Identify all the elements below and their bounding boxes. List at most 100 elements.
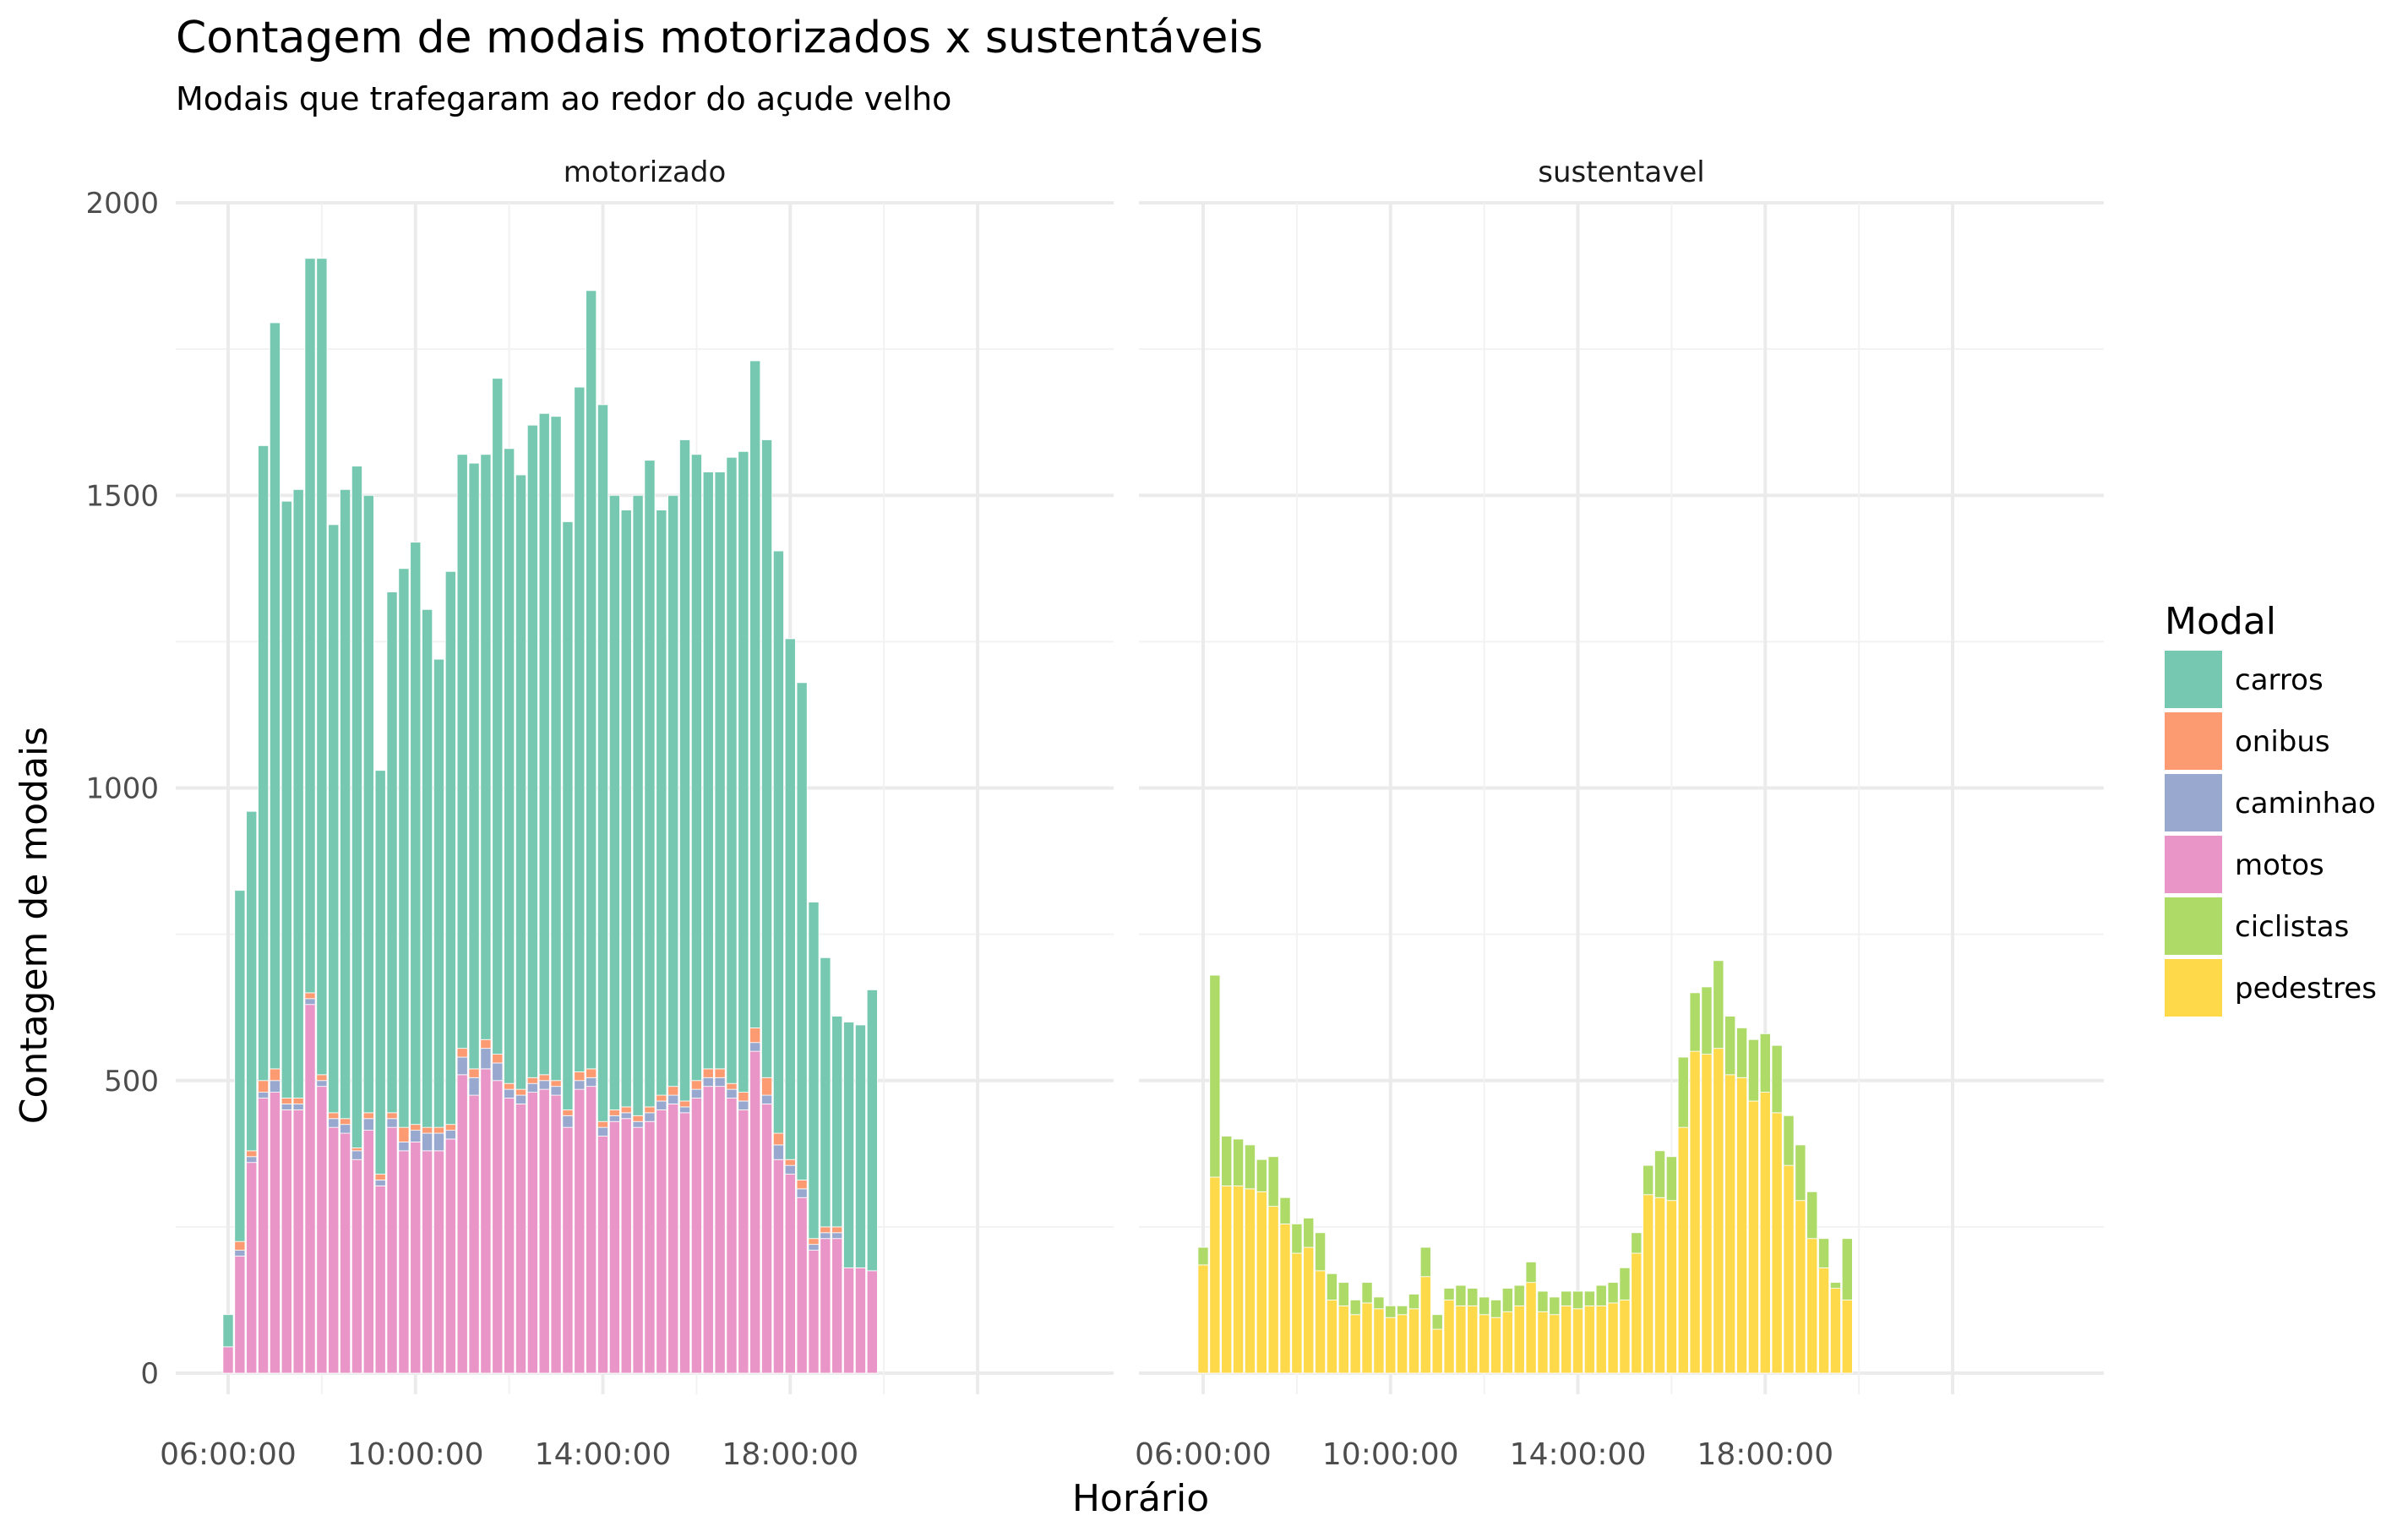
bar-caminhao <box>656 1100 667 1110</box>
bar-carros <box>738 450 749 1093</box>
bar-carros <box>480 454 492 1040</box>
series-onibus <box>234 992 843 1251</box>
bar-pedestres <box>1221 1186 1233 1374</box>
panel-strip-label: motorizado <box>564 155 727 189</box>
bar-pedestres <box>1431 1328 1443 1374</box>
bar-caminhao <box>258 1092 270 1098</box>
bar-onibus <box>644 1106 656 1114</box>
bar-carros <box>515 474 526 1090</box>
bar-ciclistas <box>1467 1288 1479 1306</box>
bar-caminhao <box>398 1142 410 1152</box>
bar-pedestres <box>1818 1267 1830 1374</box>
bar-pedestres <box>1665 1200 1677 1374</box>
bar-ciclistas <box>1829 1282 1841 1289</box>
bar-carros <box>808 902 820 1240</box>
bar-caminhao <box>422 1132 433 1152</box>
bar-carros <box>632 494 644 1116</box>
bar-onibus <box>386 1112 398 1120</box>
bar-caminhao <box>632 1120 644 1128</box>
bar-ciclistas <box>1397 1305 1408 1316</box>
bar-carros <box>340 488 351 1120</box>
bar-pedestres <box>1467 1305 1479 1374</box>
bar-motos <box>515 1104 526 1374</box>
bar-ciclistas <box>1419 1246 1431 1278</box>
bar-motos <box>468 1094 480 1374</box>
bar-ciclistas <box>1607 1282 1619 1304</box>
bar-caminhao <box>574 1080 586 1090</box>
bar-caminhao <box>304 998 316 1006</box>
y-tick-label: 2000 <box>85 187 159 221</box>
bar-motos <box>258 1098 270 1374</box>
series-ciclistas <box>1197 960 1853 1330</box>
bar-ciclistas <box>1724 1016 1736 1076</box>
bar-carros <box>234 890 246 1242</box>
bar-pedestres <box>1490 1317 1501 1374</box>
bar-pedestres <box>1701 1054 1713 1374</box>
bar-caminhao <box>667 1094 679 1104</box>
bar-pedestres <box>1303 1246 1315 1374</box>
bar-motos <box>831 1238 843 1374</box>
bar-ciclistas <box>1677 1056 1689 1128</box>
bar-onibus <box>492 1054 504 1064</box>
bar-motos <box>234 1256 246 1374</box>
bar-motos <box>749 1050 761 1374</box>
bar-onibus <box>597 1120 609 1128</box>
bar-caminhao <box>644 1112 656 1122</box>
bar-caminhao <box>608 1115 620 1122</box>
bar-pedestres <box>1443 1300 1455 1374</box>
bar-onibus <box>234 1240 246 1251</box>
bar-onibus <box>620 1106 632 1114</box>
x-tick-label: 14:00:00 <box>1510 1437 1647 1472</box>
bar-onibus <box>714 1068 726 1078</box>
legend: Modal carros onibus caminhao motos ciclistas p… <box>2165 600 2377 1017</box>
bar-caminhao <box>586 1077 597 1088</box>
bar-pedestres <box>1572 1308 1584 1374</box>
x-tick-label: 06:00:00 <box>160 1437 297 1472</box>
bar-caminhao <box>328 1118 340 1128</box>
bar-motos <box>574 1088 586 1374</box>
bar-onibus <box>820 1226 831 1234</box>
bar-caminhao <box>784 1164 796 1175</box>
bar-pedestres <box>1233 1186 1245 1374</box>
legend-swatch-motos <box>2165 836 2222 893</box>
bar-pedestres <box>1244 1188 1256 1374</box>
bar-onibus <box>374 1174 386 1180</box>
bar-ciclistas <box>1244 1144 1256 1190</box>
bar-carros <box>714 472 726 1070</box>
bar-onibus <box>433 1126 444 1134</box>
bar-ciclistas <box>1221 1136 1233 1186</box>
bar-onibus <box>831 1226 843 1234</box>
bar-caminhao <box>246 1156 258 1164</box>
bar-pedestres <box>1315 1270 1327 1374</box>
bar-motos <box>526 1092 538 1374</box>
bar-pedestres <box>1795 1200 1806 1374</box>
bar-ciclistas <box>1771 1044 1783 1114</box>
bar-caminhao <box>796 1188 808 1198</box>
bar-ciclistas <box>1665 1156 1677 1202</box>
bar-pedestres <box>1256 1191 1267 1374</box>
bar-motos <box>761 1104 773 1374</box>
bar-caminhao <box>410 1130 422 1142</box>
bar-ciclistas <box>1349 1300 1361 1316</box>
bar-pedestres <box>1677 1126 1689 1374</box>
x-tick-label: 10:00:00 <box>347 1437 484 1472</box>
bar-motos <box>772 1158 784 1374</box>
bar-ciclistas <box>1209 974 1221 1178</box>
bar-motos <box>246 1162 258 1374</box>
bar-pedestres <box>1537 1311 1549 1374</box>
bar-carros <box>374 770 386 1175</box>
series-carros <box>222 258 878 1348</box>
bar-onibus <box>656 1094 667 1102</box>
bar-carros <box>504 448 515 1084</box>
bar-ciclistas <box>1431 1314 1443 1330</box>
bar-ciclistas <box>1279 1197 1291 1224</box>
bar-carros <box>328 524 340 1114</box>
bar-onibus <box>562 1109 574 1116</box>
bar-pedestres <box>1197 1264 1209 1374</box>
bar-onibus <box>410 1124 422 1131</box>
bar-motos <box>796 1197 808 1374</box>
bar-caminhao <box>679 1106 691 1114</box>
bar-caminhao <box>772 1144 784 1160</box>
bar-motos <box>433 1150 444 1374</box>
bar-caminhao <box>433 1132 444 1152</box>
